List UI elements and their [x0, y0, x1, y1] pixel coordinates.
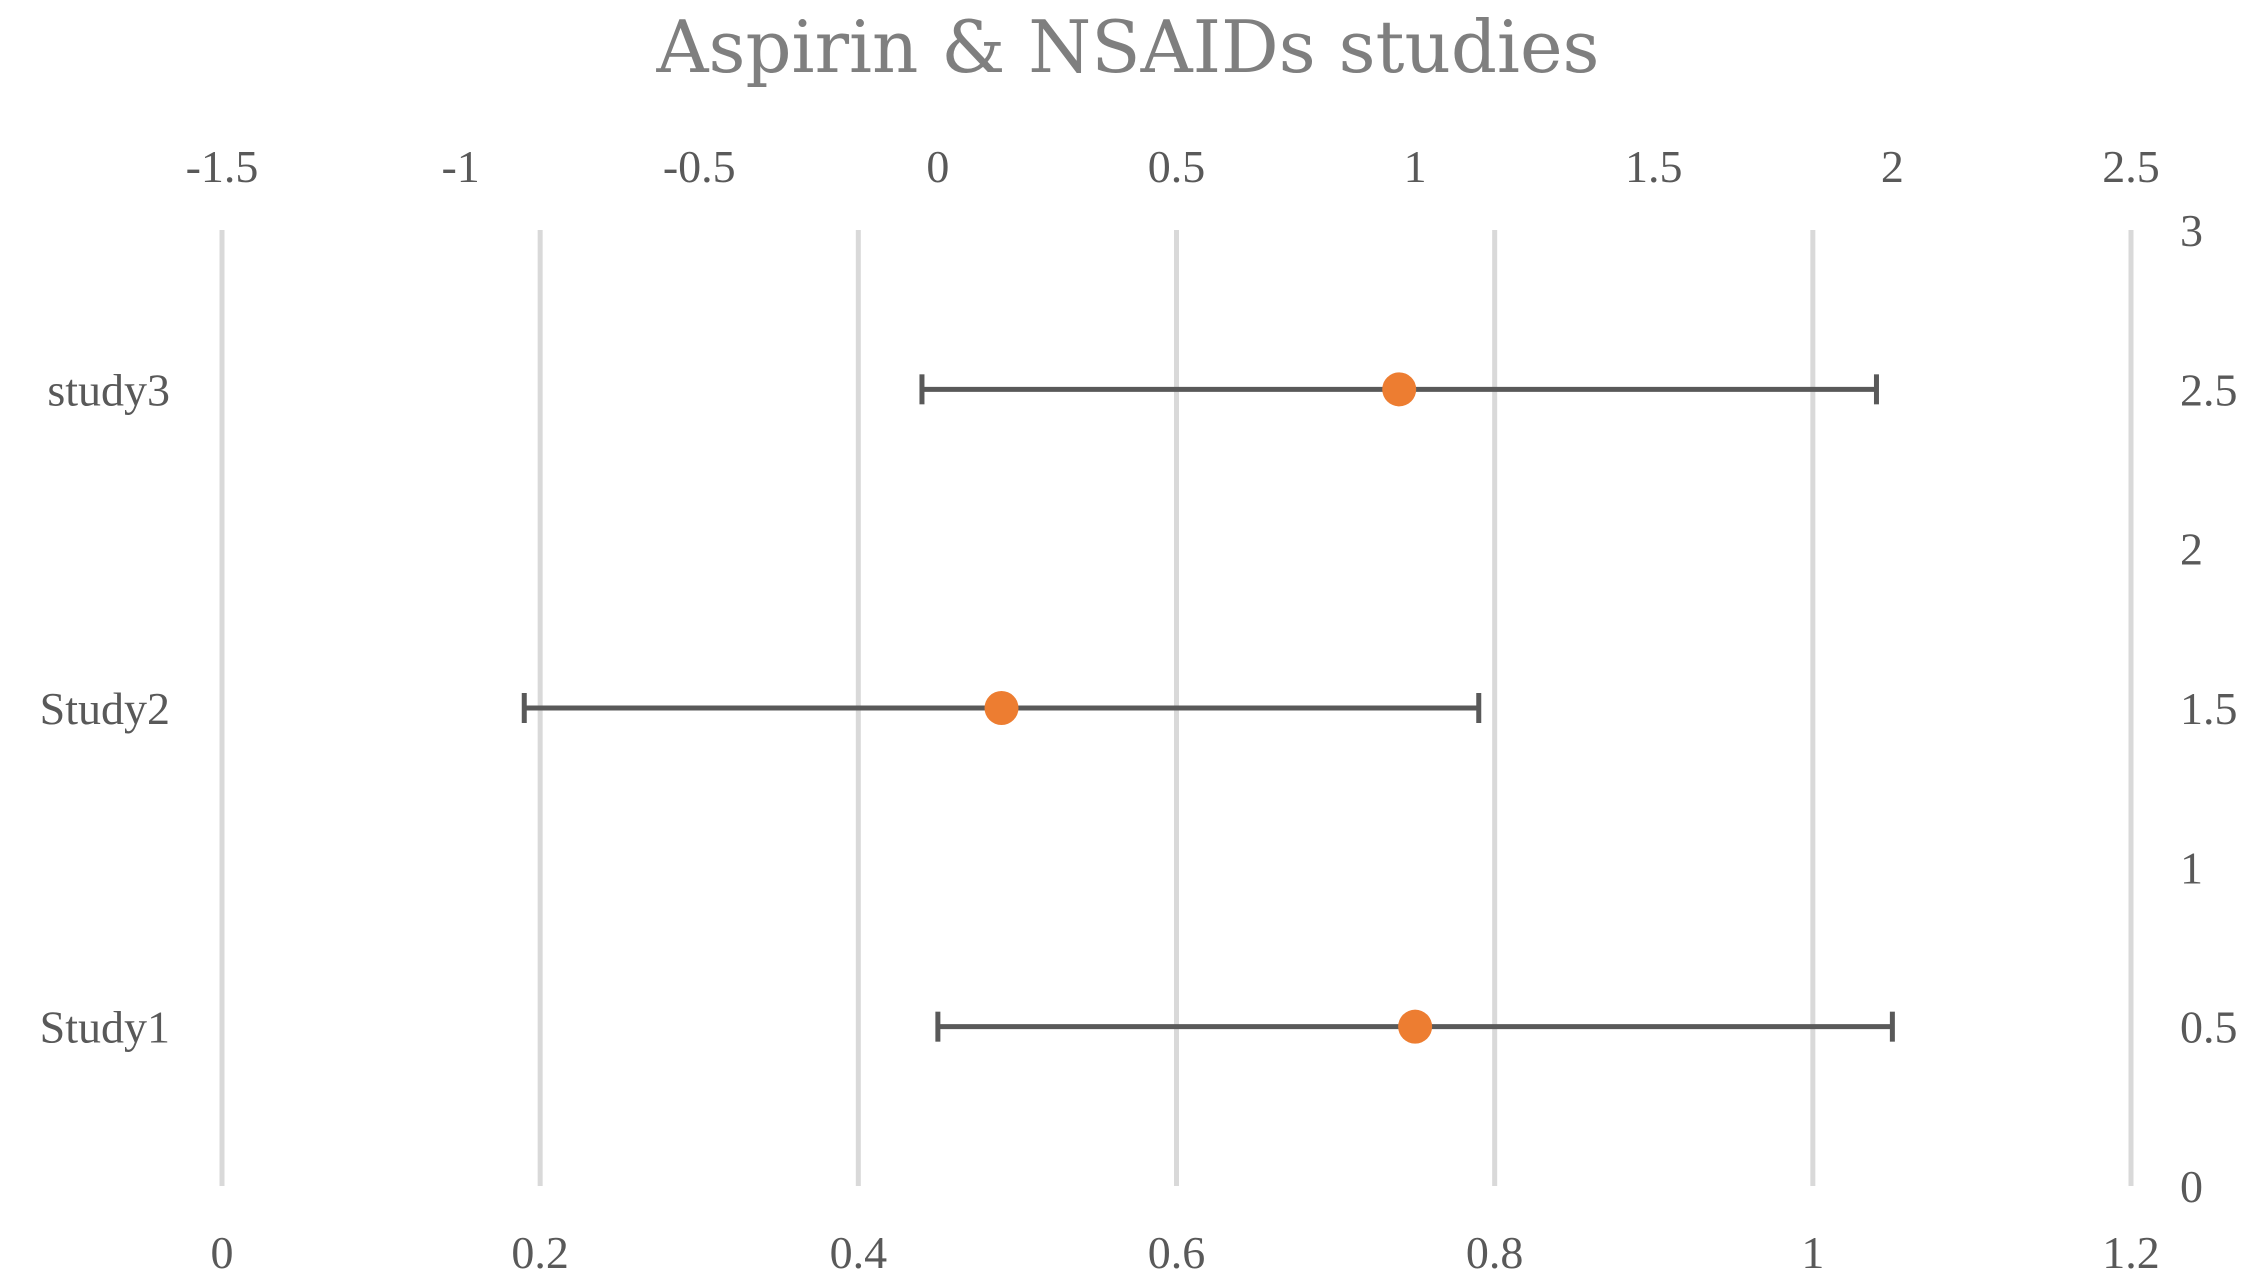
category-label: Study2: [40, 683, 170, 734]
right-axis-tick-label: 0.5: [2180, 1002, 2238, 1053]
data-points: [984, 372, 1433, 1044]
chart-title: Aspirin & NSAIDs studies: [656, 5, 1600, 89]
data-point: [1398, 1009, 1433, 1044]
right-axis-tick-label: 1: [2180, 842, 2203, 893]
bottom-axis-tick-label: 0.8: [1466, 1227, 1524, 1278]
top-axis-tick-label: -1: [441, 141, 479, 192]
data-point: [1382, 372, 1417, 407]
right-axis-tick-label: 2.5: [2180, 364, 2238, 415]
bottom-axis-tick-label: 1.2: [2102, 1227, 2160, 1278]
top-axis-tick-label: 1: [1404, 141, 1427, 192]
bottom-axis-tick-label: 0.6: [1148, 1227, 1206, 1278]
top-axis-tick-label: -0.5: [663, 141, 736, 192]
bottom-axis-ticks: 0 0.2 0.4 0.6 0.8 1 1.2: [211, 1227, 2160, 1278]
top-axis-tick-label: 2.5: [2102, 141, 2160, 192]
top-axis-ticks: -1.5 -1 -0.5 0 0.5 1 1.5 2 2.5: [186, 141, 2160, 192]
right-axis-tick-label: 1.5: [2180, 683, 2238, 734]
right-axis-tick-label: 3: [2180, 205, 2203, 256]
right-axis-ticks: 0 0.5 1 1.5 2 2.5 3: [2180, 205, 2238, 1212]
top-axis-tick-label: -1.5: [186, 141, 259, 192]
category-labels: Study1 Study2 study3: [40, 364, 170, 1052]
right-axis-tick-label: 0: [2180, 1161, 2203, 1212]
bottom-axis-tick-label: 0.2: [511, 1227, 569, 1278]
top-axis-tick-label: 1.5: [1625, 141, 1683, 192]
error-bars: [521, 374, 1895, 1042]
bottom-axis-tick-label: 0: [211, 1227, 234, 1278]
category-label: study3: [47, 364, 170, 415]
top-axis-tick-label: 0.5: [1148, 141, 1206, 192]
bottom-axis-tick-label: 1: [1801, 1227, 1824, 1278]
right-axis-tick-label: 2: [2180, 524, 2203, 575]
top-axis-tick-label: 2: [1881, 141, 1904, 192]
bottom-axis-tick-label: 0.4: [830, 1227, 888, 1278]
category-label: Study1: [40, 1002, 170, 1053]
top-axis-tick-label: 0: [926, 141, 949, 192]
data-point: [984, 691, 1019, 725]
